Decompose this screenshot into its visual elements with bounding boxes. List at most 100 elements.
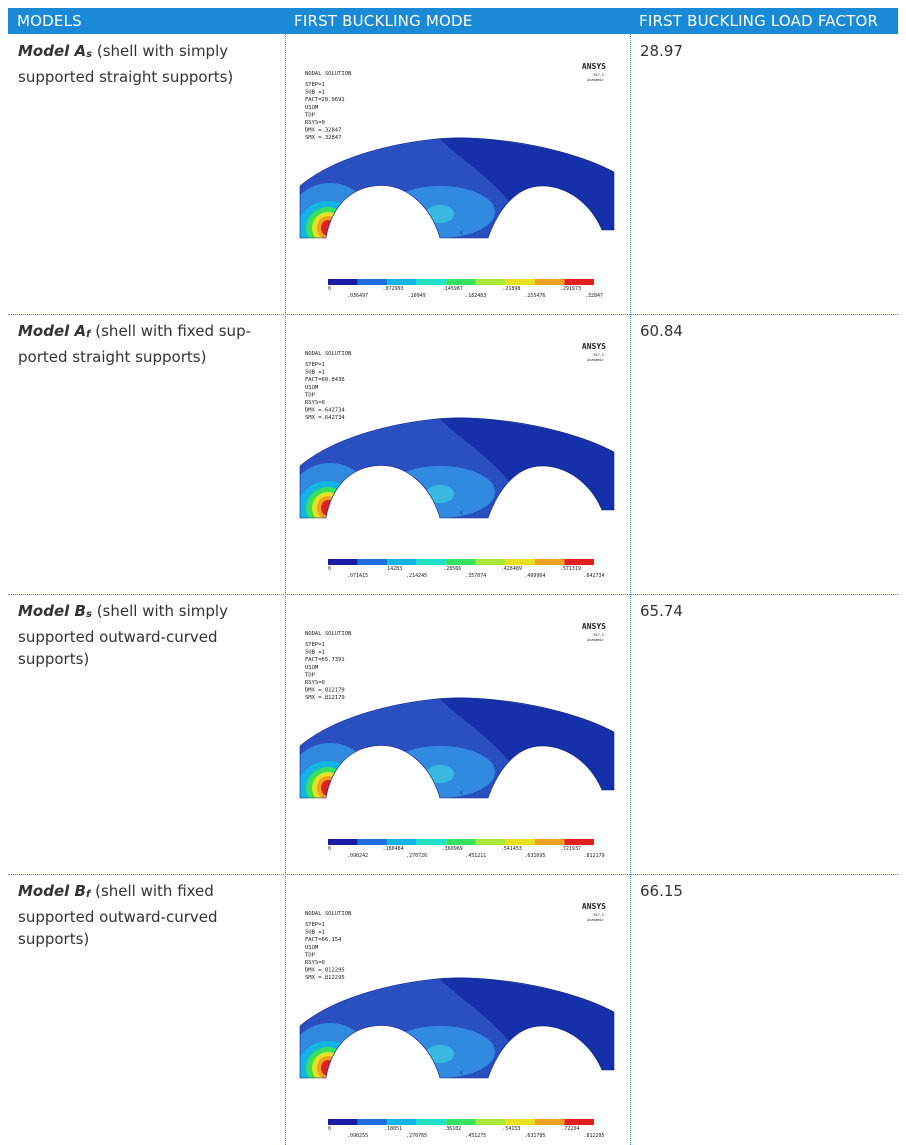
legend-label: .32847 — [585, 293, 603, 299]
model-label: Model A — [18, 42, 87, 60]
legend-swatch — [475, 1119, 506, 1125]
legend-label: .291973 — [560, 286, 581, 292]
legend-label: .090255 — [347, 1133, 368, 1139]
shell — [299, 697, 615, 799]
axis-label: Y — [460, 1071, 463, 1076]
legend-swatch — [475, 279, 506, 285]
legend-swatch — [446, 559, 476, 565]
legend-label: .72204 — [561, 1126, 579, 1132]
legend-swatch — [328, 559, 358, 565]
legend-swatch — [416, 279, 447, 285]
load-factor: 28.97 — [640, 42, 683, 60]
plot-info: DMX =.812295 — [305, 968, 345, 974]
legend-swatch — [505, 279, 535, 285]
plot-info: RSYS=0 — [305, 120, 325, 126]
contour — [426, 1045, 454, 1063]
legend-label: .14283 — [384, 566, 402, 572]
plot-info: TOP — [305, 392, 316, 398]
plot-license: Academic — [587, 358, 604, 362]
plot-info: RSYS=0 — [305, 680, 325, 686]
legend-swatch — [357, 839, 388, 845]
model-description: (shell with simply supported outward-cur… — [18, 602, 228, 668]
legend-swatch — [446, 839, 476, 845]
legend-swatch — [534, 1119, 565, 1125]
plot-version: R17.2 — [593, 913, 604, 917]
plot-version: R17.2 — [593, 633, 604, 637]
legend-swatch — [416, 1119, 447, 1125]
legend-label: .631695 — [524, 853, 545, 859]
legend-label: .571319 — [560, 566, 581, 572]
column-divider — [285, 34, 286, 1145]
plot-title: NODAL SOLUTION — [305, 351, 351, 357]
plot-brand: ANSYS — [582, 902, 606, 911]
plot-brand: ANSYS — [582, 342, 606, 351]
legend-swatch — [328, 1119, 358, 1125]
header-cell: FIRST BUCKLING MODE — [285, 8, 630, 34]
legend-label: 0 — [328, 846, 331, 852]
legend-swatch — [475, 559, 506, 565]
plot-info: STEP=1 — [305, 642, 325, 648]
model-cell: Model Bs (shell with simply supported ou… — [18, 600, 276, 670]
legend-swatch — [534, 279, 565, 285]
legend-swatch — [475, 839, 506, 845]
legend-label: .21898 — [502, 286, 520, 292]
legend-label: .721937 — [560, 846, 581, 852]
legend-swatch — [505, 839, 535, 845]
plot-title: NODAL SOLUTION — [305, 71, 351, 77]
plot-info: TOP — [305, 112, 316, 118]
plot-info: STEP=1 — [305, 922, 325, 928]
legend-swatch — [387, 839, 417, 845]
contour — [426, 485, 454, 503]
load-factor: 66.15 — [640, 882, 683, 900]
legend-label: .28566 — [443, 566, 461, 572]
model-description: (shell with fixed sup-ported straight su… — [18, 322, 252, 366]
contours — [300, 417, 614, 518]
legend-label: .451275 — [465, 1133, 486, 1139]
plot-info: SMX =.642734 — [305, 415, 345, 421]
contours — [300, 697, 614, 798]
model-description: (shell with simply supported straight su… — [18, 42, 234, 86]
legend-label: .090242 — [347, 853, 368, 859]
model-cell: Model Bf (shell with fixed supported out… — [18, 880, 276, 950]
legend-label: .270726 — [406, 853, 427, 859]
plot-info: SUB =1 — [305, 90, 325, 96]
plot-info: RSYS=0 — [305, 960, 325, 966]
legend-swatch — [446, 279, 476, 285]
header-cell: FIRST BUCKLING LOAD FACTOR — [630, 8, 898, 34]
legend-label: .036497 — [347, 293, 368, 299]
axis-label: Y — [460, 511, 463, 516]
model-label: Model B — [18, 602, 86, 620]
plot-info: STEP=1 — [305, 362, 325, 368]
legend-label: .54153 — [502, 1126, 520, 1132]
legend-label: .357074 — [465, 573, 486, 579]
legend-label: .072993 — [383, 286, 404, 292]
plot-info: USUM — [305, 105, 319, 111]
plot-brand: ANSYS — [582, 62, 606, 71]
legend-swatch — [387, 1119, 417, 1125]
legend-swatch — [564, 839, 594, 845]
column-divider — [630, 34, 631, 1145]
legend-label: .642734 — [583, 573, 604, 579]
model-name: Model Bf — [18, 882, 90, 900]
model-label: Model A — [18, 322, 87, 340]
legend-label: .541453 — [501, 846, 522, 852]
plot-info: FACT=60.8436 — [305, 377, 345, 383]
legend-label: 0 — [328, 1126, 331, 1132]
load-factor: 60.84 — [640, 322, 683, 340]
legend-label: .360969 — [442, 846, 463, 852]
plot-version: R17.2 — [593, 353, 604, 357]
legend-label: 0 — [328, 286, 331, 292]
legend-swatch — [416, 839, 447, 845]
legend-swatch — [416, 559, 447, 565]
legend-label: .071415 — [347, 573, 368, 579]
legend-label: .36102 — [443, 1126, 461, 1132]
legend-swatch — [564, 279, 594, 285]
legend-label: 0 — [328, 566, 331, 572]
legend-swatch — [357, 1119, 388, 1125]
legend-label: .428489 — [501, 566, 522, 572]
plot-info: SUB =1 — [305, 930, 325, 936]
